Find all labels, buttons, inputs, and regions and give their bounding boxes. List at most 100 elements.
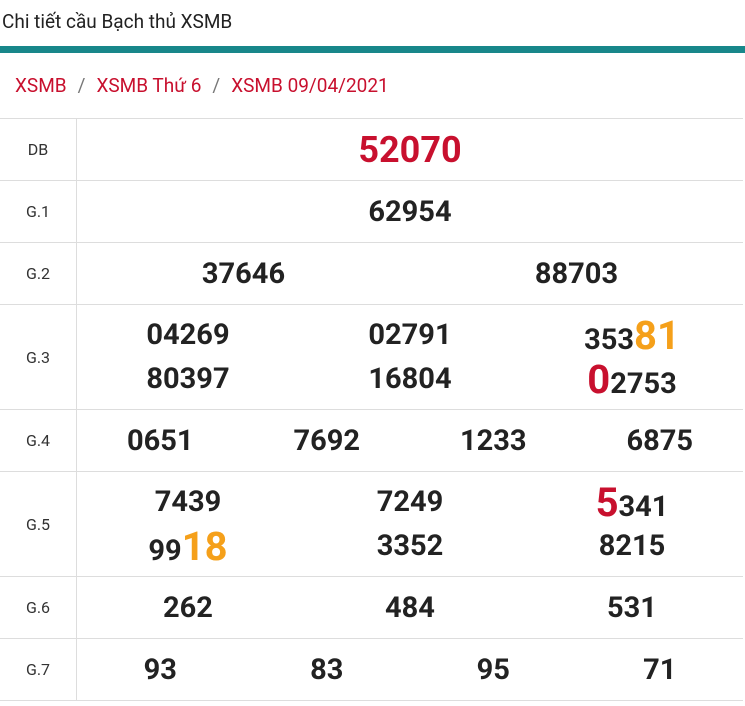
lottery-number: 9918 — [77, 523, 299, 570]
lottery-number: 16804 — [299, 362, 521, 396]
highlight-digits: 5 — [595, 478, 619, 526]
lottery-number: 62954 — [77, 195, 743, 229]
digits: 95 — [476, 652, 510, 687]
highlight-digits: 52070 — [358, 128, 462, 171]
digits: 3352 — [376, 529, 444, 563]
prize-label: G.1 — [0, 181, 77, 242]
digits: 353 — [584, 322, 634, 357]
prize-label: G.4 — [0, 410, 77, 471]
digits: 6875 — [626, 423, 694, 458]
prize-numbers: 262 484 531 — [77, 577, 743, 638]
prize-numbers: 04269 02791 35381 80397 16804 02753 — [77, 305, 743, 409]
prize-numbers: 7439 7249 5341 9918 3352 8215 — [77, 472, 743, 576]
breadcrumb-link[interactable]: XSMB 09/04/2021 — [231, 74, 389, 97]
lottery-number: 93 — [77, 653, 244, 687]
prize-numbers: 62954 — [77, 181, 743, 242]
digits: 7692 — [293, 423, 361, 458]
breadcrumb-separator: / — [212, 74, 221, 97]
digits: 8215 — [598, 529, 666, 563]
number-line: 0651 7692 1233 6875 — [77, 419, 743, 463]
highlight-digits: 0 — [587, 355, 611, 403]
number-line: 62954 — [77, 190, 743, 234]
number-line: 262 484 531 — [77, 586, 743, 630]
lottery-number: 95 — [410, 653, 577, 687]
digits: 531 — [607, 590, 657, 625]
digits: 0651 — [126, 423, 194, 458]
lottery-number: 52070 — [77, 129, 743, 171]
prize-row: G.6 262 484 531 — [0, 577, 743, 639]
number-line: 93 83 95 71 — [77, 648, 743, 692]
lottery-number: 02753 — [521, 356, 743, 403]
prize-row: G.4 0651 7692 1233 6875 — [0, 410, 743, 472]
prize-row: G.5 7439 7249 5341 9918 3352 8215 — [0, 472, 743, 577]
digits: 02791 — [368, 318, 452, 352]
lottery-number: 83 — [244, 653, 411, 687]
lottery-number: 7439 — [77, 485, 299, 519]
number-line: 37646 88703 — [77, 252, 743, 296]
lottery-number: 3352 — [299, 529, 521, 563]
lottery-number: 8215 — [521, 529, 743, 563]
digits: 1233 — [459, 423, 527, 458]
lottery-number: 7692 — [244, 424, 411, 458]
digits: 484 — [385, 590, 435, 625]
lottery-number: 262 — [77, 591, 299, 625]
digits: 341 — [618, 489, 669, 524]
prize-label: G.7 — [0, 639, 77, 700]
number-line: 52070 — [77, 128, 743, 172]
breadcrumb-link[interactable]: XSMB — [15, 74, 67, 97]
digits: 7439 — [154, 485, 222, 519]
lottery-number: 37646 — [77, 257, 410, 291]
number-line: 7439 7249 5341 — [77, 479, 743, 526]
digits: 7249 — [376, 485, 444, 519]
digits: 83 — [310, 652, 344, 687]
results-table: DB 52070 G.1 62954 G.2 37646 88703 G.3 04269 0279… — [0, 118, 743, 701]
digits: 2753 — [610, 366, 677, 401]
prize-row: G.1 62954 — [0, 181, 743, 243]
digits: 16804 — [368, 362, 452, 396]
prize-label: G.3 — [0, 305, 77, 409]
prize-numbers: 0651 7692 1233 6875 — [77, 410, 743, 471]
prize-label: G.6 — [0, 577, 77, 638]
digits: 71 — [643, 652, 677, 687]
number-line: 9918 3352 8215 — [77, 523, 743, 570]
digits: 62954 — [368, 194, 452, 229]
digits: 88703 — [534, 256, 619, 291]
prize-row: DB 52070 — [0, 119, 743, 181]
breadcrumb-link[interactable]: XSMB Thứ 6 — [96, 74, 202, 97]
lottery-number: 04269 — [77, 318, 299, 352]
digits: 99 — [148, 533, 182, 568]
header-bar — [0, 46, 745, 53]
highlight-digits: 81 — [634, 311, 680, 359]
lottery-number: 531 — [521, 591, 743, 625]
prize-numbers: 93 83 95 71 — [77, 639, 743, 700]
lottery-number: 71 — [577, 653, 744, 687]
highlight-digits: 18 — [181, 522, 228, 570]
number-line: 04269 02791 35381 — [77, 312, 743, 359]
lottery-number: 02791 — [299, 318, 521, 352]
lottery-number: 7249 — [299, 485, 521, 519]
lottery-number: 5341 — [521, 479, 743, 526]
prize-row: G.2 37646 88703 — [0, 243, 743, 305]
page-title: Chi tiết cầu Bạch thủ XSMB — [2, 10, 233, 33]
digits: 80397 — [146, 362, 230, 396]
digits: 37646 — [201, 256, 286, 291]
breadcrumb: XSMB / XSMB Thứ 6 / XSMB 09/04/2021 — [0, 53, 745, 118]
lottery-number: 1233 — [410, 424, 577, 458]
prize-numbers: 37646 88703 — [77, 243, 743, 304]
lottery-number: 484 — [299, 591, 521, 625]
number-line: 80397 16804 02753 — [77, 356, 743, 403]
prize-label: G.5 — [0, 472, 77, 576]
lottery-number: 6875 — [577, 424, 744, 458]
prize-label: G.2 — [0, 243, 77, 304]
breadcrumb-separator: / — [77, 74, 86, 97]
digits: 04269 — [146, 318, 230, 352]
lottery-number: 88703 — [410, 257, 743, 291]
digits: 262 — [163, 590, 213, 625]
prize-label: DB — [0, 119, 77, 180]
lottery-number: 80397 — [77, 362, 299, 396]
prize-row: G.7 93 83 95 71 — [0, 639, 743, 701]
lottery-number: 35381 — [521, 312, 743, 359]
lottery-number: 0651 — [77, 424, 244, 458]
digits: 93 — [143, 652, 177, 687]
